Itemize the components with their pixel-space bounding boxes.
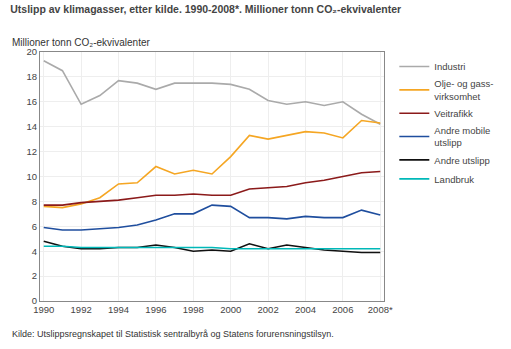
svg-text:1992: 1992 [71, 304, 92, 315]
svg-text:1996: 1996 [145, 304, 166, 315]
svg-text:12: 12 [27, 146, 38, 157]
svg-text:8: 8 [32, 196, 37, 207]
svg-text:Landbruk: Landbruk [434, 174, 474, 185]
svg-text:Kilde: Utslippsregnskapet til: Kilde: Utslippsregnskapet til Statistisk… [12, 329, 334, 339]
svg-text:2002: 2002 [258, 304, 279, 315]
svg-text:Olje- og gass-virksomhet: Olje- og gass-virksomhet [434, 78, 493, 101]
svg-text:20: 20 [27, 46, 38, 57]
svg-text:6: 6 [32, 221, 37, 232]
svg-text:Millioner tonn CO₂-ekvivalente: Millioner tonn CO₂-ekvivalenter [12, 37, 150, 48]
svg-text:14: 14 [27, 121, 38, 132]
svg-text:4: 4 [32, 246, 37, 257]
svg-text:2008*: 2008* [368, 304, 393, 315]
svg-text:2: 2 [32, 270, 37, 281]
svg-text:Industri: Industri [434, 61, 465, 72]
svg-text:1998: 1998 [183, 304, 204, 315]
svg-text:16: 16 [27, 96, 38, 107]
svg-text:0: 0 [32, 295, 37, 306]
svg-text:1990: 1990 [33, 304, 54, 315]
svg-text:Andre mobileutslipp: Andre mobileutslipp [434, 125, 490, 148]
svg-text:10: 10 [27, 171, 38, 182]
svg-text:1994: 1994 [108, 304, 129, 315]
svg-text:2004: 2004 [295, 304, 316, 315]
svg-text:Utslipp av klimagasser, etter: Utslipp av klimagasser, etter kilde. 199… [10, 3, 401, 15]
svg-text:2006: 2006 [332, 304, 353, 315]
svg-text:Andre utslipp: Andre utslipp [434, 155, 489, 166]
svg-text:Veitrafikk: Veitrafikk [434, 108, 473, 119]
svg-text:18: 18 [27, 71, 38, 82]
svg-text:2000: 2000 [220, 304, 241, 315]
